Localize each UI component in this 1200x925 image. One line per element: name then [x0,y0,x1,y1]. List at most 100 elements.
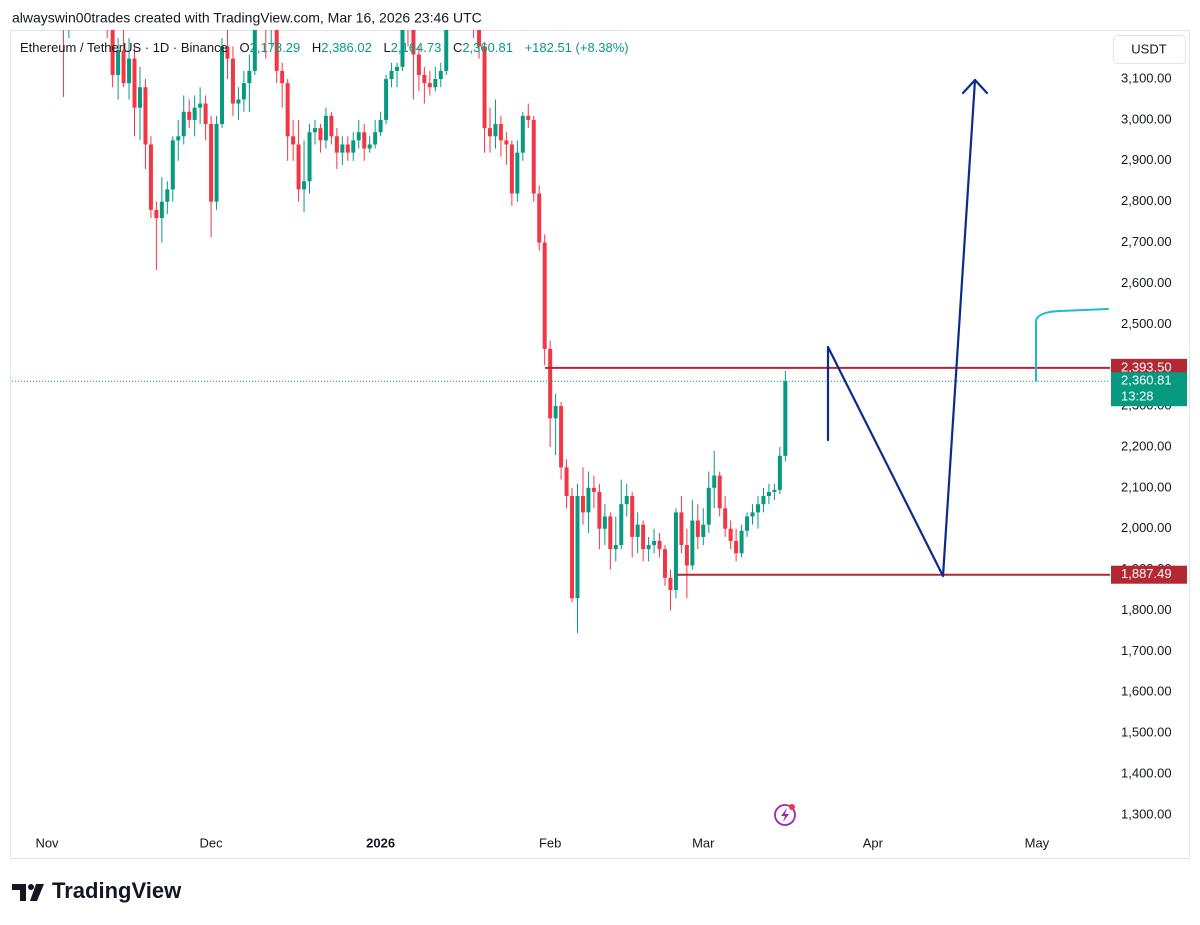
candle-body [745,516,750,531]
candle-body [723,508,728,529]
candle-body [61,0,65,1]
x-tick-label: Dec [200,835,224,850]
y-tick-label: 1,800.00 [1121,602,1172,617]
level-label: 1,887.49 [1121,566,1172,581]
y-tick-label: 2,900.00 [1121,152,1172,167]
candle-body [356,132,361,141]
candle-body [318,128,323,141]
candle-body [110,30,115,75]
candle-body [345,144,350,153]
y-tick-label: 1,300.00 [1121,806,1172,821]
candle-body [176,136,181,141]
candle-body [280,70,285,84]
candle-body [487,128,492,137]
candle-body [602,516,607,529]
ohlc-value: 2,178.29 [249,40,301,55]
logo-text: TradingView [52,878,182,903]
candle-body [416,54,421,75]
last-price-label: 2,360.81 [1121,373,1172,388]
candle-body [542,242,547,349]
replay-icon[interactable] [774,804,796,826]
ohlc-key: O [239,40,250,55]
candle-body [137,87,142,108]
candle-body [706,487,711,525]
plot-area [12,0,1108,633]
candle-body [504,140,509,145]
candle-body [548,348,553,419]
candle-body [635,524,640,537]
ohlc-value: 2,164.73 [390,40,442,55]
candle-body [296,144,301,190]
y-tick-label: 2,500.00 [1121,316,1172,331]
candle-body [274,30,279,71]
candle-body [148,144,153,210]
candle-body [750,512,755,517]
candle-body [159,201,164,219]
candle-body [515,152,520,194]
arrow-head [961,78,989,95]
candle-body [663,549,668,578]
symbol: Ethereum / TetherUS · 1D · Binance [20,40,228,55]
candle-body [739,530,744,554]
candle-body [559,406,564,468]
candle-body [143,87,148,145]
candle-body [520,115,525,153]
candle-body [395,66,400,71]
candle-body [307,132,312,182]
candle-body [673,512,678,591]
x-tick-label: May [1025,835,1050,850]
candle-body [619,504,624,546]
currency-box[interactable] [1113,35,1186,64]
candle-body [717,475,722,509]
candle-body [498,124,503,141]
candle-body [570,496,575,599]
drawings [826,78,1109,578]
y-tick-label: 1,600.00 [1121,684,1172,699]
candle-body [132,58,137,108]
candle-body [641,524,646,550]
candle-body [121,50,126,84]
currency[interactable]: USDT [1131,41,1166,56]
candle-body [389,70,394,80]
candle-body [657,540,662,550]
candle-body [291,136,296,145]
candle-body [608,516,613,550]
candle-body [340,144,345,153]
y-tick-label: 1,400.00 [1121,765,1172,780]
candle-body [668,577,673,591]
y-tick-label: 3,100.00 [1121,70,1172,85]
countdown: 13:28 [1121,389,1154,404]
candle-body [302,181,307,190]
candle-body [220,46,225,125]
y-tick-label: 3,000.00 [1121,111,1172,126]
candle-body [214,124,219,202]
ohlc-value: 2,386.02 [321,40,372,55]
candle-body [477,30,482,47]
candle-body [734,540,739,554]
candle-body [755,504,760,513]
candle-body [225,46,230,59]
candle-body [203,103,208,125]
y-tick-label: 2,100.00 [1121,479,1172,494]
candle-body [466,0,470,1]
candle-body [367,144,372,149]
y-tick-label: 1,700.00 [1121,643,1172,658]
change: +182.51 (+8.38%) [524,40,629,55]
projection-path [826,78,977,578]
y-tick-label: 2,800.00 [1121,193,1172,208]
candle-body [630,496,635,537]
candle-body [701,524,706,537]
candle-body [690,520,695,566]
candle-body [241,83,246,100]
candle-body [766,491,771,497]
level-label: 2,393.50 [1121,359,1172,374]
candle-body [526,115,531,120]
chart-frame [10,30,1190,859]
candle-body [509,144,514,194]
ohlc-key: L [383,40,391,55]
candle-body [422,74,427,84]
candle-body [438,70,443,80]
candle-body [411,30,416,55]
x-tick-label: Apr [863,835,884,850]
ohlc-key: H [311,40,322,55]
